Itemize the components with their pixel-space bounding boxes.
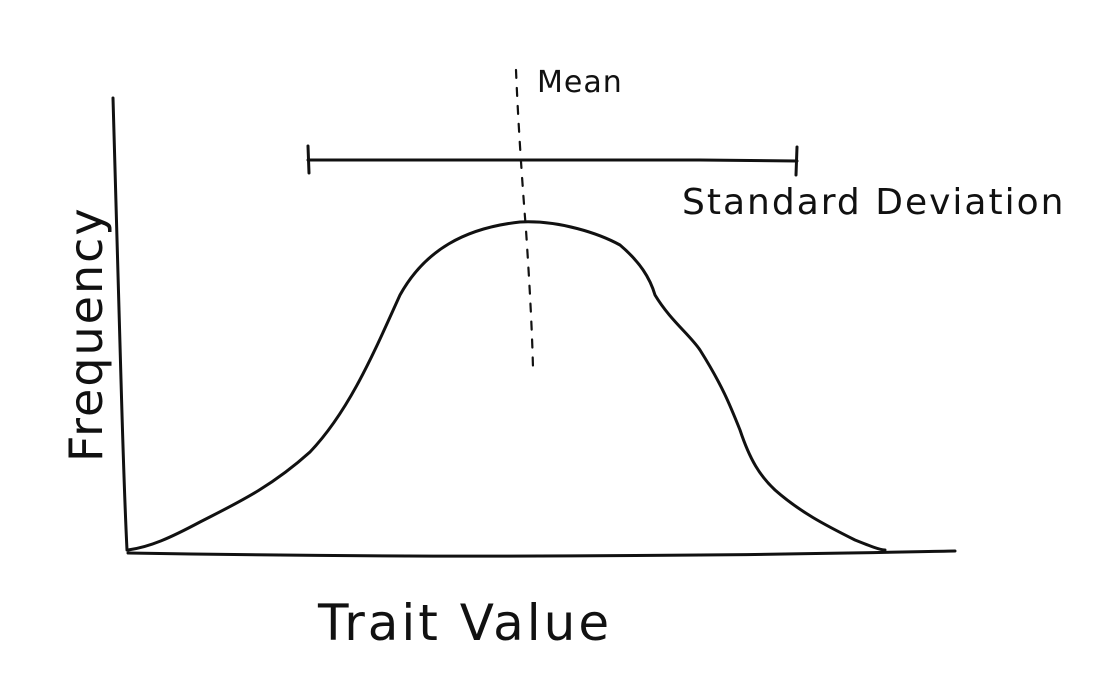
y-axis-line (111, 96, 129, 552)
y-axis-label: Frequency (59, 206, 113, 462)
standard-deviation-bar (306, 158, 799, 163)
standard-deviation-left-tick (306, 144, 311, 175)
mean-label: Mean (537, 65, 623, 100)
x-axis-line (126, 549, 957, 558)
x-axis-label: Trait Value (317, 594, 612, 652)
standard-deviation-right-tick (794, 145, 799, 177)
standard-deviation-label: Standard Deviation (682, 182, 1065, 223)
mean-line (514, 68, 535, 370)
distribution-curve (126, 220, 887, 552)
